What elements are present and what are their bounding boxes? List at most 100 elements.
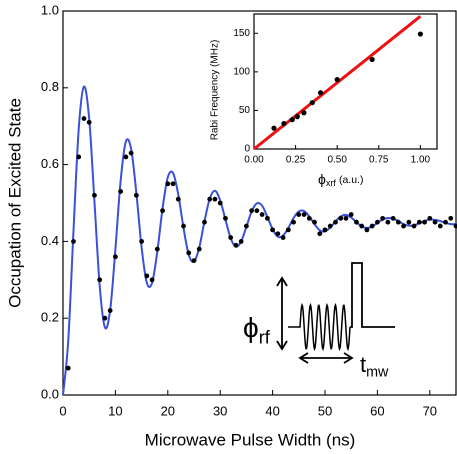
- data-point: [291, 219, 296, 225]
- data-point: [333, 219, 338, 225]
- arrow-head: [343, 352, 354, 364]
- data-point: [309, 100, 315, 106]
- data-point: [411, 223, 417, 229]
- data-point: [118, 189, 124, 194]
- data-point: [139, 239, 145, 244]
- x-axis-label: Microwave Pulse Width (ns): [145, 430, 356, 449]
- data-point: [249, 208, 255, 214]
- x-tick-label: 10: [108, 403, 122, 418]
- data-point: [306, 215, 312, 221]
- data-point: [233, 242, 239, 248]
- data-point: [133, 192, 139, 198]
- data-point: [317, 90, 324, 96]
- y-tick-label: 1.0: [41, 2, 59, 17]
- data-point: [154, 246, 160, 252]
- data-point: [238, 239, 244, 244]
- data-point: [81, 116, 87, 121]
- data-point: [364, 227, 370, 233]
- data-point: [354, 219, 359, 225]
- data-point: [275, 231, 281, 237]
- inset-y-axis-label: Rabi Frequency (MHz): [210, 40, 221, 141]
- data-point: [443, 219, 448, 225]
- fit-line: [62, 85, 457, 396]
- data-point: [343, 215, 349, 221]
- x-tick-label: 20: [161, 403, 175, 418]
- data-point: [207, 196, 213, 202]
- data-point: [170, 181, 176, 187]
- subscript: xrf: [326, 179, 337, 189]
- data-point: [427, 215, 433, 221]
- data-point: [191, 258, 197, 263]
- data-point: [223, 215, 228, 221]
- data-point: [301, 212, 307, 217]
- data-point: [289, 117, 295, 123]
- y-tick-label: 0.4: [41, 233, 59, 248]
- data-point: [259, 212, 265, 217]
- x-tick-label: 0.00: [244, 155, 264, 166]
- data-point: [71, 239, 76, 244]
- y-axis-label: Occupation of Excited State: [5, 98, 24, 308]
- data-point: [144, 273, 150, 279]
- symbol: t: [360, 352, 366, 377]
- y-tick-label: 0: [244, 144, 250, 155]
- data-point: [175, 196, 181, 202]
- y-tick-label: 0.8: [41, 79, 59, 94]
- data-point: [422, 219, 427, 225]
- x-tick-label: 1.00: [411, 155, 431, 166]
- data-point: [254, 208, 260, 214]
- data-point: [380, 215, 386, 221]
- x-tick-label: 40: [265, 403, 279, 418]
- data-point: [395, 219, 401, 225]
- x-tick-label: 0: [59, 403, 66, 418]
- data-point: [92, 192, 97, 198]
- arrow-head: [276, 340, 288, 351]
- y-tick-label: 0.6: [41, 156, 59, 171]
- x-tick-label: 0.25: [286, 155, 306, 166]
- data-point: [212, 196, 218, 202]
- data-point: [244, 223, 249, 229]
- data-point: [369, 56, 375, 63]
- data-point: [406, 219, 412, 225]
- data-point: [271, 125, 277, 131]
- t-label: tmw: [360, 352, 389, 381]
- data-point: [385, 219, 391, 225]
- data-point: [348, 212, 354, 217]
- data-point: [165, 181, 171, 187]
- data-point: [317, 231, 323, 237]
- data-point: [334, 76, 340, 83]
- data-point: [432, 219, 438, 225]
- fit-line: [253, 15, 422, 151]
- data-point: [65, 365, 71, 371]
- dc-pulse: [350, 262, 395, 328]
- data-point: [123, 154, 129, 160]
- data-point: [437, 223, 443, 229]
- x-tick-label: 0.75: [369, 155, 389, 166]
- data-point: [228, 235, 234, 240]
- data-point: [281, 120, 287, 127]
- data-point: [448, 215, 454, 221]
- data-point: [453, 223, 457, 229]
- data-point: [181, 223, 186, 229]
- data-point: [217, 200, 223, 206]
- data-point: [294, 114, 300, 120]
- data-point: [359, 223, 365, 229]
- x-tick-label: 30: [213, 403, 227, 418]
- data-point: [280, 235, 286, 240]
- data-point: [128, 150, 134, 156]
- data-point: [312, 219, 317, 225]
- y-tick-label: 0.0: [41, 386, 59, 401]
- x-tick-label: 60: [370, 403, 384, 418]
- x-tick-label: 70: [423, 403, 437, 418]
- phi-label: ϕrf: [243, 312, 271, 347]
- arrow-head: [298, 352, 309, 364]
- data-point: [186, 250, 192, 256]
- data-point: [202, 219, 207, 225]
- arrow-head: [276, 276, 288, 287]
- y-tick-label: 0.2: [41, 310, 59, 325]
- data-point: [296, 212, 302, 217]
- data-point: [390, 215, 396, 221]
- unit: (a.u.): [339, 174, 364, 186]
- subscript: rf: [259, 327, 271, 347]
- x-tick-label: 50: [318, 403, 332, 418]
